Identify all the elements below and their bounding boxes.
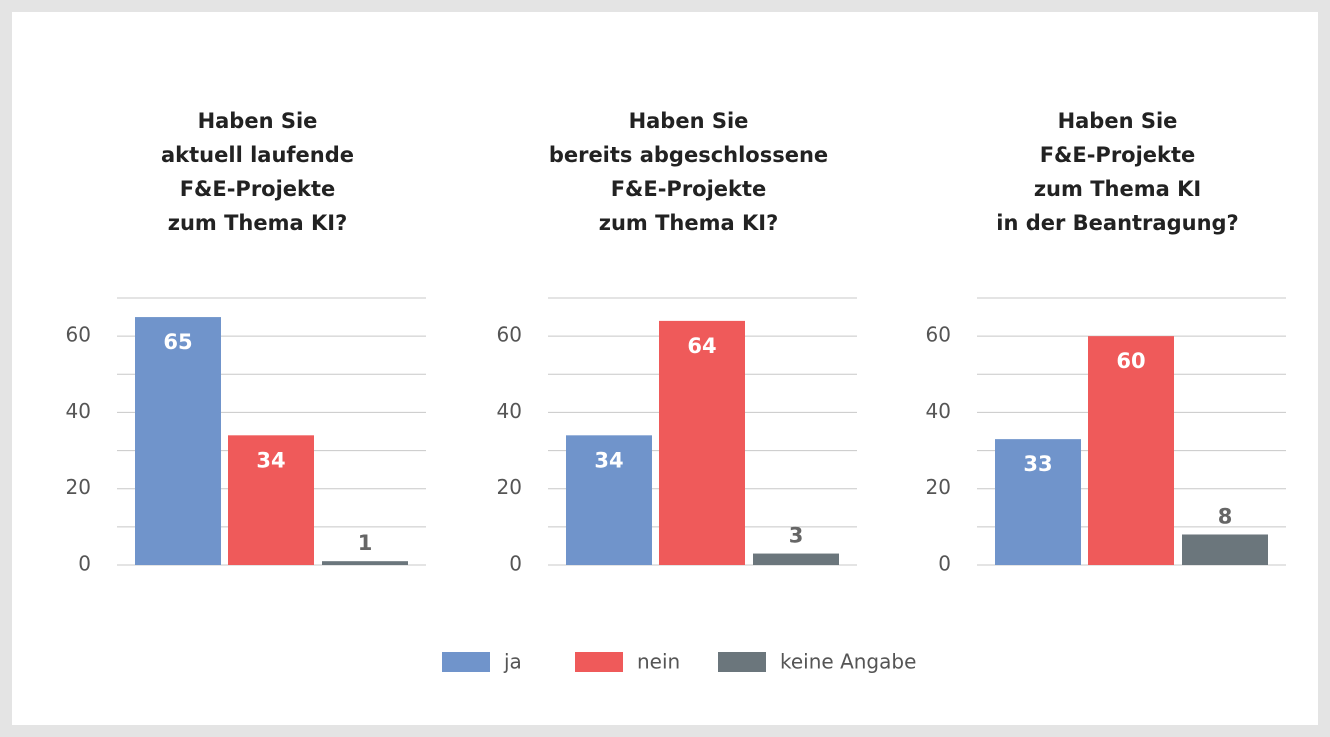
bar	[135, 317, 221, 565]
chart-title: F&E-Projekte	[1040, 143, 1196, 167]
chart-title: in der Beantragung?	[996, 211, 1238, 235]
data-label: 34	[256, 448, 285, 472]
legend-swatch	[575, 652, 623, 672]
y-tick-label: 60	[926, 323, 951, 347]
chart-title: Haben Sie	[198, 109, 318, 133]
data-label: 33	[1023, 452, 1052, 476]
data-label: 3	[789, 524, 804, 548]
y-tick-label: 0	[938, 552, 951, 576]
legend-swatch	[718, 652, 766, 672]
data-label: 1	[358, 531, 373, 555]
bar	[1182, 534, 1268, 565]
y-tick-label: 0	[78, 552, 91, 576]
bar	[228, 435, 314, 565]
chart-title: bereits abgeschlossene	[549, 143, 828, 167]
chart-title: Haben Sie	[1058, 109, 1178, 133]
bar	[322, 561, 408, 565]
y-tick-label: 20	[66, 475, 91, 499]
y-tick-label: 40	[926, 399, 951, 423]
y-tick-label: 60	[497, 323, 522, 347]
y-tick-label: 40	[66, 399, 91, 423]
bar	[995, 439, 1081, 565]
bar	[1088, 336, 1174, 565]
bar	[753, 553, 839, 565]
y-tick-label: 0	[509, 552, 522, 576]
y-tick-label: 20	[497, 475, 522, 499]
legend-label: keine Angabe	[780, 650, 916, 674]
data-label: 64	[687, 334, 716, 358]
chart-title: zum Thema KI?	[168, 211, 348, 235]
data-label: 34	[594, 448, 623, 472]
y-tick-label: 60	[66, 323, 91, 347]
chart-title: zum Thema KI	[1034, 177, 1201, 201]
bar	[566, 435, 652, 565]
y-tick-label: 20	[926, 475, 951, 499]
data-label: 8	[1218, 504, 1233, 528]
y-tick-label: 40	[497, 399, 522, 423]
data-label: 65	[163, 330, 192, 354]
chart-title: F&E-Projekte	[611, 177, 767, 201]
chart-title: F&E-Projekte	[180, 177, 336, 201]
legend-label: ja	[503, 650, 522, 674]
chart-title: Haben Sie	[629, 109, 749, 133]
chart-title: aktuell laufende	[161, 143, 354, 167]
chart-title: zum Thema KI?	[599, 211, 779, 235]
legend-swatch	[442, 652, 490, 672]
legend-label: nein	[637, 650, 680, 674]
bar	[659, 320, 745, 565]
data-label: 60	[1116, 349, 1145, 373]
